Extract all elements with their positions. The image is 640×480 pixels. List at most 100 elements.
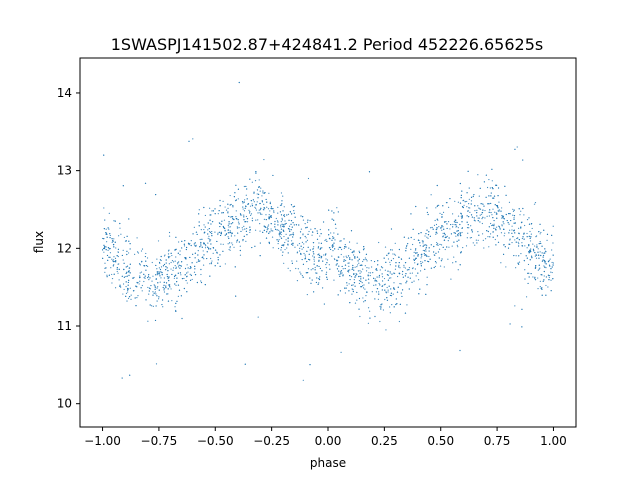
data-point [192,233,194,235]
data-point [546,233,549,235]
data-point [258,209,260,211]
data-point [477,239,479,241]
data-point [127,291,129,293]
data-point [104,267,106,269]
data-point [251,217,253,219]
data-point [493,225,495,227]
data-point [304,223,306,225]
data-point [435,231,438,233]
data-point [147,320,149,322]
data-point [278,229,280,231]
data-point [528,276,530,278]
data-point [203,228,205,231]
data-point [377,260,379,262]
data-point [269,210,271,212]
data-point [541,287,543,289]
data-point [122,249,124,251]
data-point [128,274,130,277]
data-point [166,273,168,276]
data-point [518,232,520,234]
data-point [239,254,242,256]
data-point [303,252,305,255]
data-point [394,268,397,270]
data-point [529,259,531,261]
data-point [204,214,206,217]
data-point [208,247,210,249]
data-point [237,198,239,200]
data-point [389,261,391,263]
data-point [272,207,274,210]
data-point [358,251,361,254]
data-point [313,256,315,258]
data-point [420,263,422,265]
data-point [452,223,454,226]
data-point [287,252,289,254]
data-point [481,211,484,214]
data-point [168,279,170,282]
data-point [269,231,271,233]
data-point [347,255,350,257]
data-point [456,244,458,246]
data-point [381,303,383,305]
data-point [418,233,420,235]
data-point [119,284,121,286]
data-point [306,221,309,223]
data-point [153,292,155,294]
data-point [108,212,110,214]
data-point [381,267,384,269]
data-point [422,245,424,247]
data-point [228,215,230,218]
data-point [362,268,364,270]
data-point [246,218,249,220]
data-point [332,236,334,238]
data-point [111,258,113,260]
data-point [386,297,388,299]
data-point [219,234,222,237]
data-point [103,228,105,230]
data-point [298,224,300,226]
data-point [177,266,180,268]
data-point [251,220,254,222]
data-point [353,279,355,281]
data-point [175,267,177,270]
data-point [428,247,430,249]
data-point [489,187,491,189]
data-point [120,286,122,288]
data-point [362,277,365,279]
data-point [508,201,511,203]
data-point [287,267,289,269]
data-point [185,258,187,260]
data-point [145,252,147,255]
data-point [306,226,308,228]
data-point [455,261,457,263]
data-point [111,241,113,243]
data-point [391,273,393,275]
x-tick-label: −1.00 [84,434,121,448]
data-point [127,287,129,290]
data-point [125,275,127,278]
data-point [480,202,482,205]
data-point [172,269,174,271]
data-point [350,248,352,251]
data-point [475,239,477,241]
data-point [353,273,355,275]
data-point [528,251,530,253]
data-point [405,282,407,284]
data-point [117,248,120,250]
data-point [288,225,291,227]
data-point [545,267,547,269]
data-point [158,272,160,274]
data-point [191,262,193,264]
data-point [254,180,257,182]
data-point [414,249,417,251]
data-point [334,258,336,261]
data-point [540,231,542,234]
data-point [404,267,407,269]
data-point [528,252,530,254]
data-point [502,253,505,255]
data-point [437,251,440,253]
data-point [304,258,306,260]
data-point [181,277,184,280]
data-point [473,193,475,196]
data-point [154,288,156,290]
